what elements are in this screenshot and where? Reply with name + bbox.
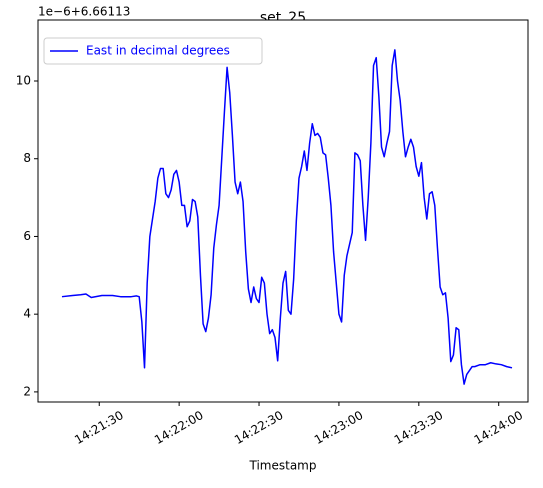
offset-label: 1e−6+6.66113 — [38, 5, 130, 19]
y-tick-label: 8 — [23, 151, 31, 165]
plot-area — [38, 20, 528, 402]
axes-frame — [37, 19, 529, 403]
y-tick-label: 2 — [23, 384, 31, 398]
x-tick-label: 14:24:00 — [472, 408, 526, 447]
x-tick-label: 14:21:30 — [72, 408, 126, 447]
x-tick-label: 14:22:30 — [232, 408, 286, 447]
legend-box — [43, 37, 263, 65]
y-tick-label: 10 — [16, 74, 31, 88]
legend-label: East in decimal degrees — [86, 44, 230, 58]
x-tick-label: 14:22:00 — [152, 408, 206, 447]
x-tick-label: 14:23:00 — [312, 408, 366, 447]
y-tick-label: 4 — [23, 307, 31, 321]
data-line — [61, 49, 513, 385]
y-tick-label: 6 — [23, 229, 31, 243]
x-tick-label: 14:23:30 — [392, 408, 446, 447]
x-axis-label: Timestamp — [249, 459, 317, 473]
